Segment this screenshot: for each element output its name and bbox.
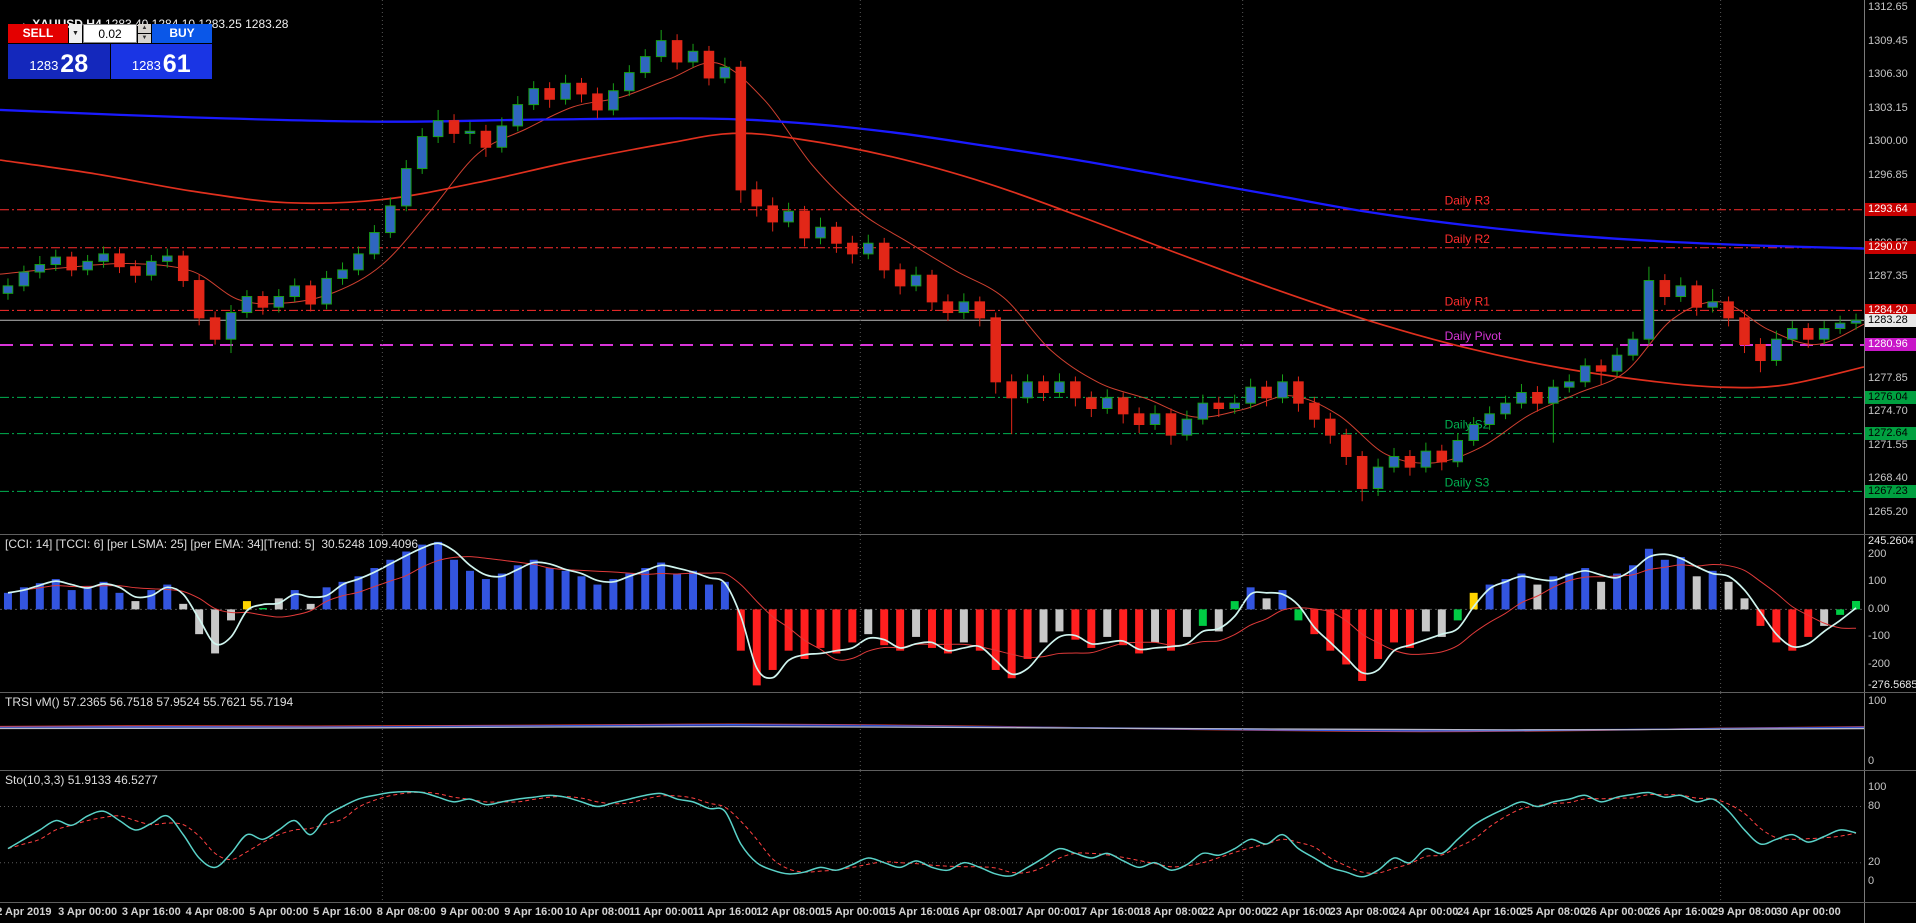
price-tick-label: 1268.40 xyxy=(1868,472,1908,485)
time-label: 3 Apr 00:00 xyxy=(58,906,118,918)
price-tick-label: 0.00 xyxy=(1868,602,1890,615)
time-label: 30 Apr 00:00 xyxy=(1775,906,1841,918)
lot-decrease-icon[interactable]: ▼ xyxy=(138,34,151,43)
price-tick-label: 1296.85 xyxy=(1868,169,1908,181)
time-label: 8 Apr 08:00 xyxy=(376,906,436,918)
price-tick-label: 80 xyxy=(1868,800,1881,813)
buy-price-pips: 61 xyxy=(162,50,191,78)
stochastic-indicator-panel[interactable]: Sto(10,3,3) 51.9133 46.5277 xyxy=(0,771,1864,902)
price-tick-label: 1309.45 xyxy=(1868,34,1908,47)
panel-divider[interactable] xyxy=(0,692,1916,693)
axis-badge: 1276.04 xyxy=(1865,390,1916,404)
price-tick-label: 1265.20 xyxy=(1868,506,1908,519)
time-label: 9 Apr 00:00 xyxy=(440,906,500,918)
sell-button[interactable]: SELL xyxy=(8,24,68,43)
price-tick-label: 1277.85 xyxy=(1868,371,1908,384)
time-label: 16 Apr 08:00 xyxy=(947,906,1013,918)
time-label: 25 Apr 08:00 xyxy=(1520,906,1586,918)
time-label: 24 Apr 00:00 xyxy=(1393,906,1459,918)
svg-text:Daily Pivot: Daily Pivot xyxy=(1445,329,1502,343)
price-tick-label: 100 xyxy=(1868,781,1887,794)
axis-badge: 1267.23 xyxy=(1865,484,1916,498)
price-tick-label: 1303.15 xyxy=(1868,101,1908,114)
panel-divider[interactable] xyxy=(0,902,1916,903)
panel-divider[interactable] xyxy=(0,534,1916,535)
time-label: 5 Apr 16:00 xyxy=(313,906,372,918)
buy-price-display[interactable]: 1283 61 xyxy=(110,44,212,79)
time-label: 11 Apr 00:00 xyxy=(628,906,694,918)
sell-dropdown-icon[interactable]: ▼ xyxy=(69,24,82,43)
price-tick-label: 200 xyxy=(1868,547,1887,560)
axis-badge: 1293.64 xyxy=(1865,203,1916,217)
time-label: 26 Apr 00:00 xyxy=(1584,906,1650,918)
time-label: 12 Apr 08:00 xyxy=(756,906,822,918)
price-tick-label: 1274.70 xyxy=(1868,405,1908,418)
time-label: 15 Apr 16:00 xyxy=(883,906,949,918)
price-tick-label: 100 xyxy=(1868,695,1887,708)
price-axis[interactable]: 1312.65 1309.45 1306.30 1303.15 1300.00 1296.… xyxy=(1864,0,1916,923)
cci-indicator-label: [CCI: 14] [TCCI: 6] [per LSMA: 25] [per … xyxy=(5,537,419,551)
trsi-indicator-panel[interactable]: TRSI vM() 57.2365 56.7518 57.9524 55.762… xyxy=(0,693,1864,770)
time-label: 15 Apr 00:00 xyxy=(819,906,885,918)
price-tick-label: 1306.30 xyxy=(1868,68,1908,81)
time-axis[interactable]: 2 Apr 2019 3 Apr 00:00 3 Apr 16:00 4 Apr 08… xyxy=(0,903,1864,923)
lot-increase-icon[interactable]: ▲ xyxy=(138,24,151,33)
price-tick-label: 0 xyxy=(1868,874,1875,887)
price-tick-label: 245.2604 xyxy=(1868,535,1914,548)
svg-text:Daily R2: Daily R2 xyxy=(1445,232,1491,246)
buy-button[interactable]: BUY xyxy=(152,24,212,43)
time-label: 23 Apr 08:00 xyxy=(1329,906,1395,918)
time-label: 17 Apr 16:00 xyxy=(1074,906,1140,918)
axis-badge: 1280.96 xyxy=(1865,338,1916,352)
time-label: 4 Apr 08:00 xyxy=(185,906,245,918)
axis-badge: 1290.07 xyxy=(1865,241,1916,255)
time-label: 24 Apr 16:00 xyxy=(1457,906,1523,918)
time-label: 29 Apr 08:00 xyxy=(1711,906,1778,918)
panel-divider[interactable] xyxy=(0,770,1916,771)
cci-indicator-panel[interactable]: [CCI: 14] [TCCI: 6] [per LSMA: 25] [per … xyxy=(0,535,1864,692)
time-label: 3 Apr 16:00 xyxy=(121,906,181,918)
axis-badge: 1272.64 xyxy=(1865,427,1916,441)
stochastic-canvas[interactable] xyxy=(0,771,1864,902)
time-label: 2 Apr 2019 xyxy=(0,906,52,918)
svg-text:Daily S3: Daily S3 xyxy=(1445,475,1490,489)
time-label: 22 Apr 00:00 xyxy=(1202,906,1268,918)
price-tick-label: 1271.55 xyxy=(1868,438,1908,451)
price-tick-label: 1300.00 xyxy=(1868,135,1908,148)
sell-price-pips: 28 xyxy=(60,50,89,78)
price-tick-label: 20 xyxy=(1868,856,1881,869)
svg-text:Daily S2: Daily S2 xyxy=(1445,418,1490,432)
trsi-canvas[interactable] xyxy=(0,693,1864,770)
trsi-indicator-label: TRSI vM() 57.2365 56.7518 57.9524 55.762… xyxy=(5,695,294,709)
time-label: 22 Apr 16:00 xyxy=(1265,906,1331,918)
time-label: 17 Apr 00:00 xyxy=(1011,906,1077,918)
time-label: 9 Apr 16:00 xyxy=(504,906,564,918)
axis-badge: 1284.20 xyxy=(1865,303,1916,317)
time-label: 18 Apr 08:00 xyxy=(1138,906,1204,918)
svg-text:Daily R3: Daily R3 xyxy=(1445,194,1491,208)
price-chart-canvas[interactable]: Daily R3 Daily R2 Daily R1 Daily Pivot Daily… xyxy=(0,0,1864,534)
main-chart-panel[interactable]: Daily R3 Daily R2 Daily R1 Daily Pivot Daily… xyxy=(0,0,1864,534)
svg-text:Daily R1: Daily R1 xyxy=(1445,294,1491,308)
time-label: 5 Apr 00:00 xyxy=(249,906,309,918)
price-tick-label: -100 xyxy=(1868,630,1891,643)
axis-badge: 1283.28 xyxy=(1865,313,1916,327)
price-tick-label: 100 xyxy=(1868,575,1887,588)
stochastic-indicator-label: Sto(10,3,3) 51.9133 46.5277 xyxy=(5,773,158,787)
price-tick-label: 0 xyxy=(1868,754,1875,767)
time-label: 11 Apr 16:00 xyxy=(692,906,758,918)
sell-price-main: 1283 xyxy=(29,58,59,73)
price-tick-label: -200 xyxy=(1868,657,1891,670)
time-label: 10 Apr 08:00 xyxy=(564,906,630,918)
price-tick-label: -276.5685 xyxy=(1868,679,1916,692)
price-tick-label: 1287.35 xyxy=(1868,270,1908,283)
lot-size-input[interactable] xyxy=(83,24,137,43)
time-label: 26 Apr 16:00 xyxy=(1648,906,1714,918)
one-click-trading-panel: SELL ▼ ▲ ▼ BUY 1283 28 1283 61 xyxy=(8,24,212,79)
sell-price-display[interactable]: 1283 28 xyxy=(8,44,110,79)
buy-price-main: 1283 xyxy=(131,58,161,73)
price-tick-label: 1312.65 xyxy=(1868,0,1908,13)
cci-canvas[interactable] xyxy=(0,535,1864,692)
